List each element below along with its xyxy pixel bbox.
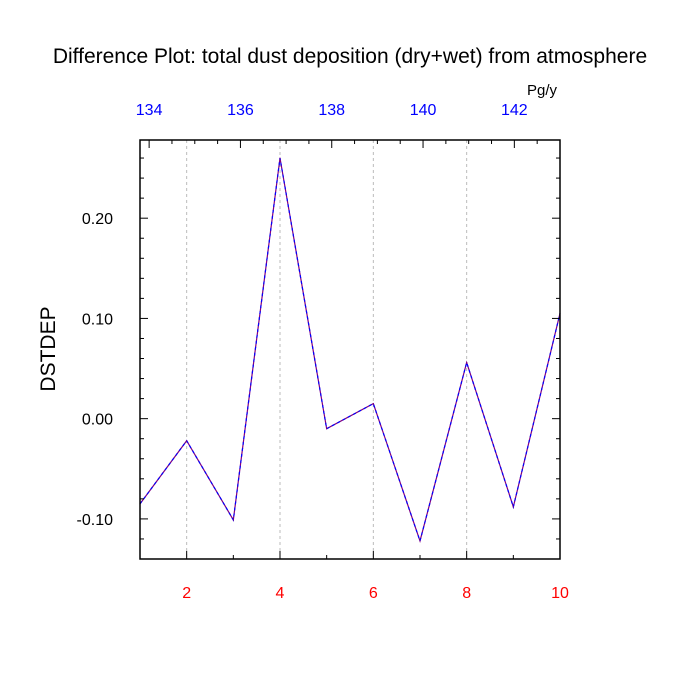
data-point (419, 540, 421, 542)
y-tick-label: 0.10 (82, 311, 113, 328)
x-tick-label: 4 (276, 585, 285, 602)
chart-title: Difference Plot: total dust deposition (… (53, 45, 647, 68)
axes (139, 139, 561, 560)
data-point (279, 157, 281, 159)
grid-lines (186, 140, 468, 559)
top-tick-label: 134 (136, 102, 163, 119)
top-tick-label: 142 (501, 102, 528, 119)
data-point (466, 361, 468, 364)
data-point (186, 440, 188, 442)
top-axis-units: Pg/y (527, 82, 558, 99)
x-tick-label: 8 (462, 585, 471, 602)
series-line (139, 157, 561, 544)
data-point (372, 403, 374, 405)
y-tick-label: 0.00 (82, 412, 113, 429)
top-tick-label: 140 (410, 102, 437, 119)
top-tick-label: 138 (318, 102, 345, 119)
data-series (139, 157, 561, 544)
series-line-overlay (139, 157, 561, 544)
y-axis-label: DSTDEP (37, 306, 60, 391)
y-tick-label: -0.10 (77, 512, 114, 529)
top-tick-label: 136 (227, 102, 254, 119)
tick-labels: 2 4 6 8 10 134 136 138 140 142 -0.10 0.00 0.10 0.20 (77, 102, 569, 602)
x-tick-label: 2 (182, 585, 191, 602)
data-point (232, 519, 234, 521)
plot-frame (139, 139, 561, 560)
y-tick-label: 0.20 (82, 211, 113, 228)
data-point (326, 428, 328, 430)
x-tick-label: 6 (369, 585, 378, 602)
data-point (512, 506, 514, 508)
x-tick-label: 10 (551, 585, 569, 602)
